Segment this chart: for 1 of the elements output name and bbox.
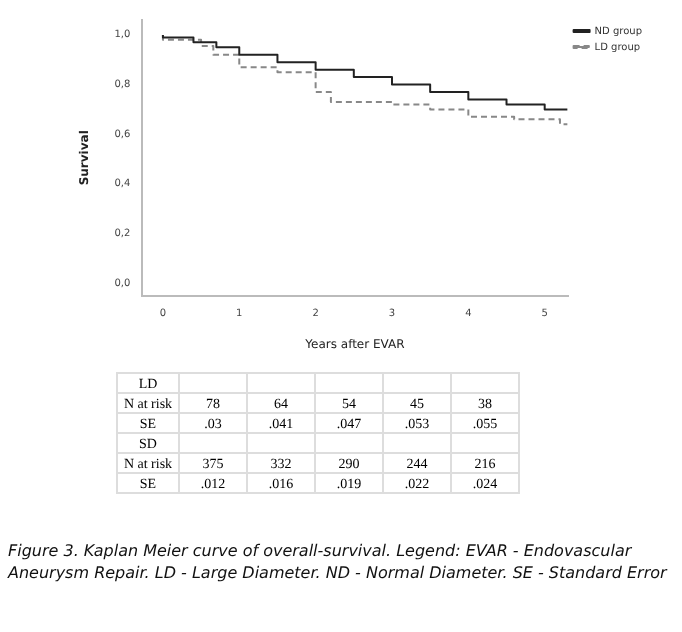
caption: Figure 3. Kaplan Meier curve of overall-survival. Legend: EVAR - Endovascular Aneurysm Repair. LD - Large Diameter. ND - Normal Diameter. SE - Standard Error bbox=[8, 542, 670, 584]
